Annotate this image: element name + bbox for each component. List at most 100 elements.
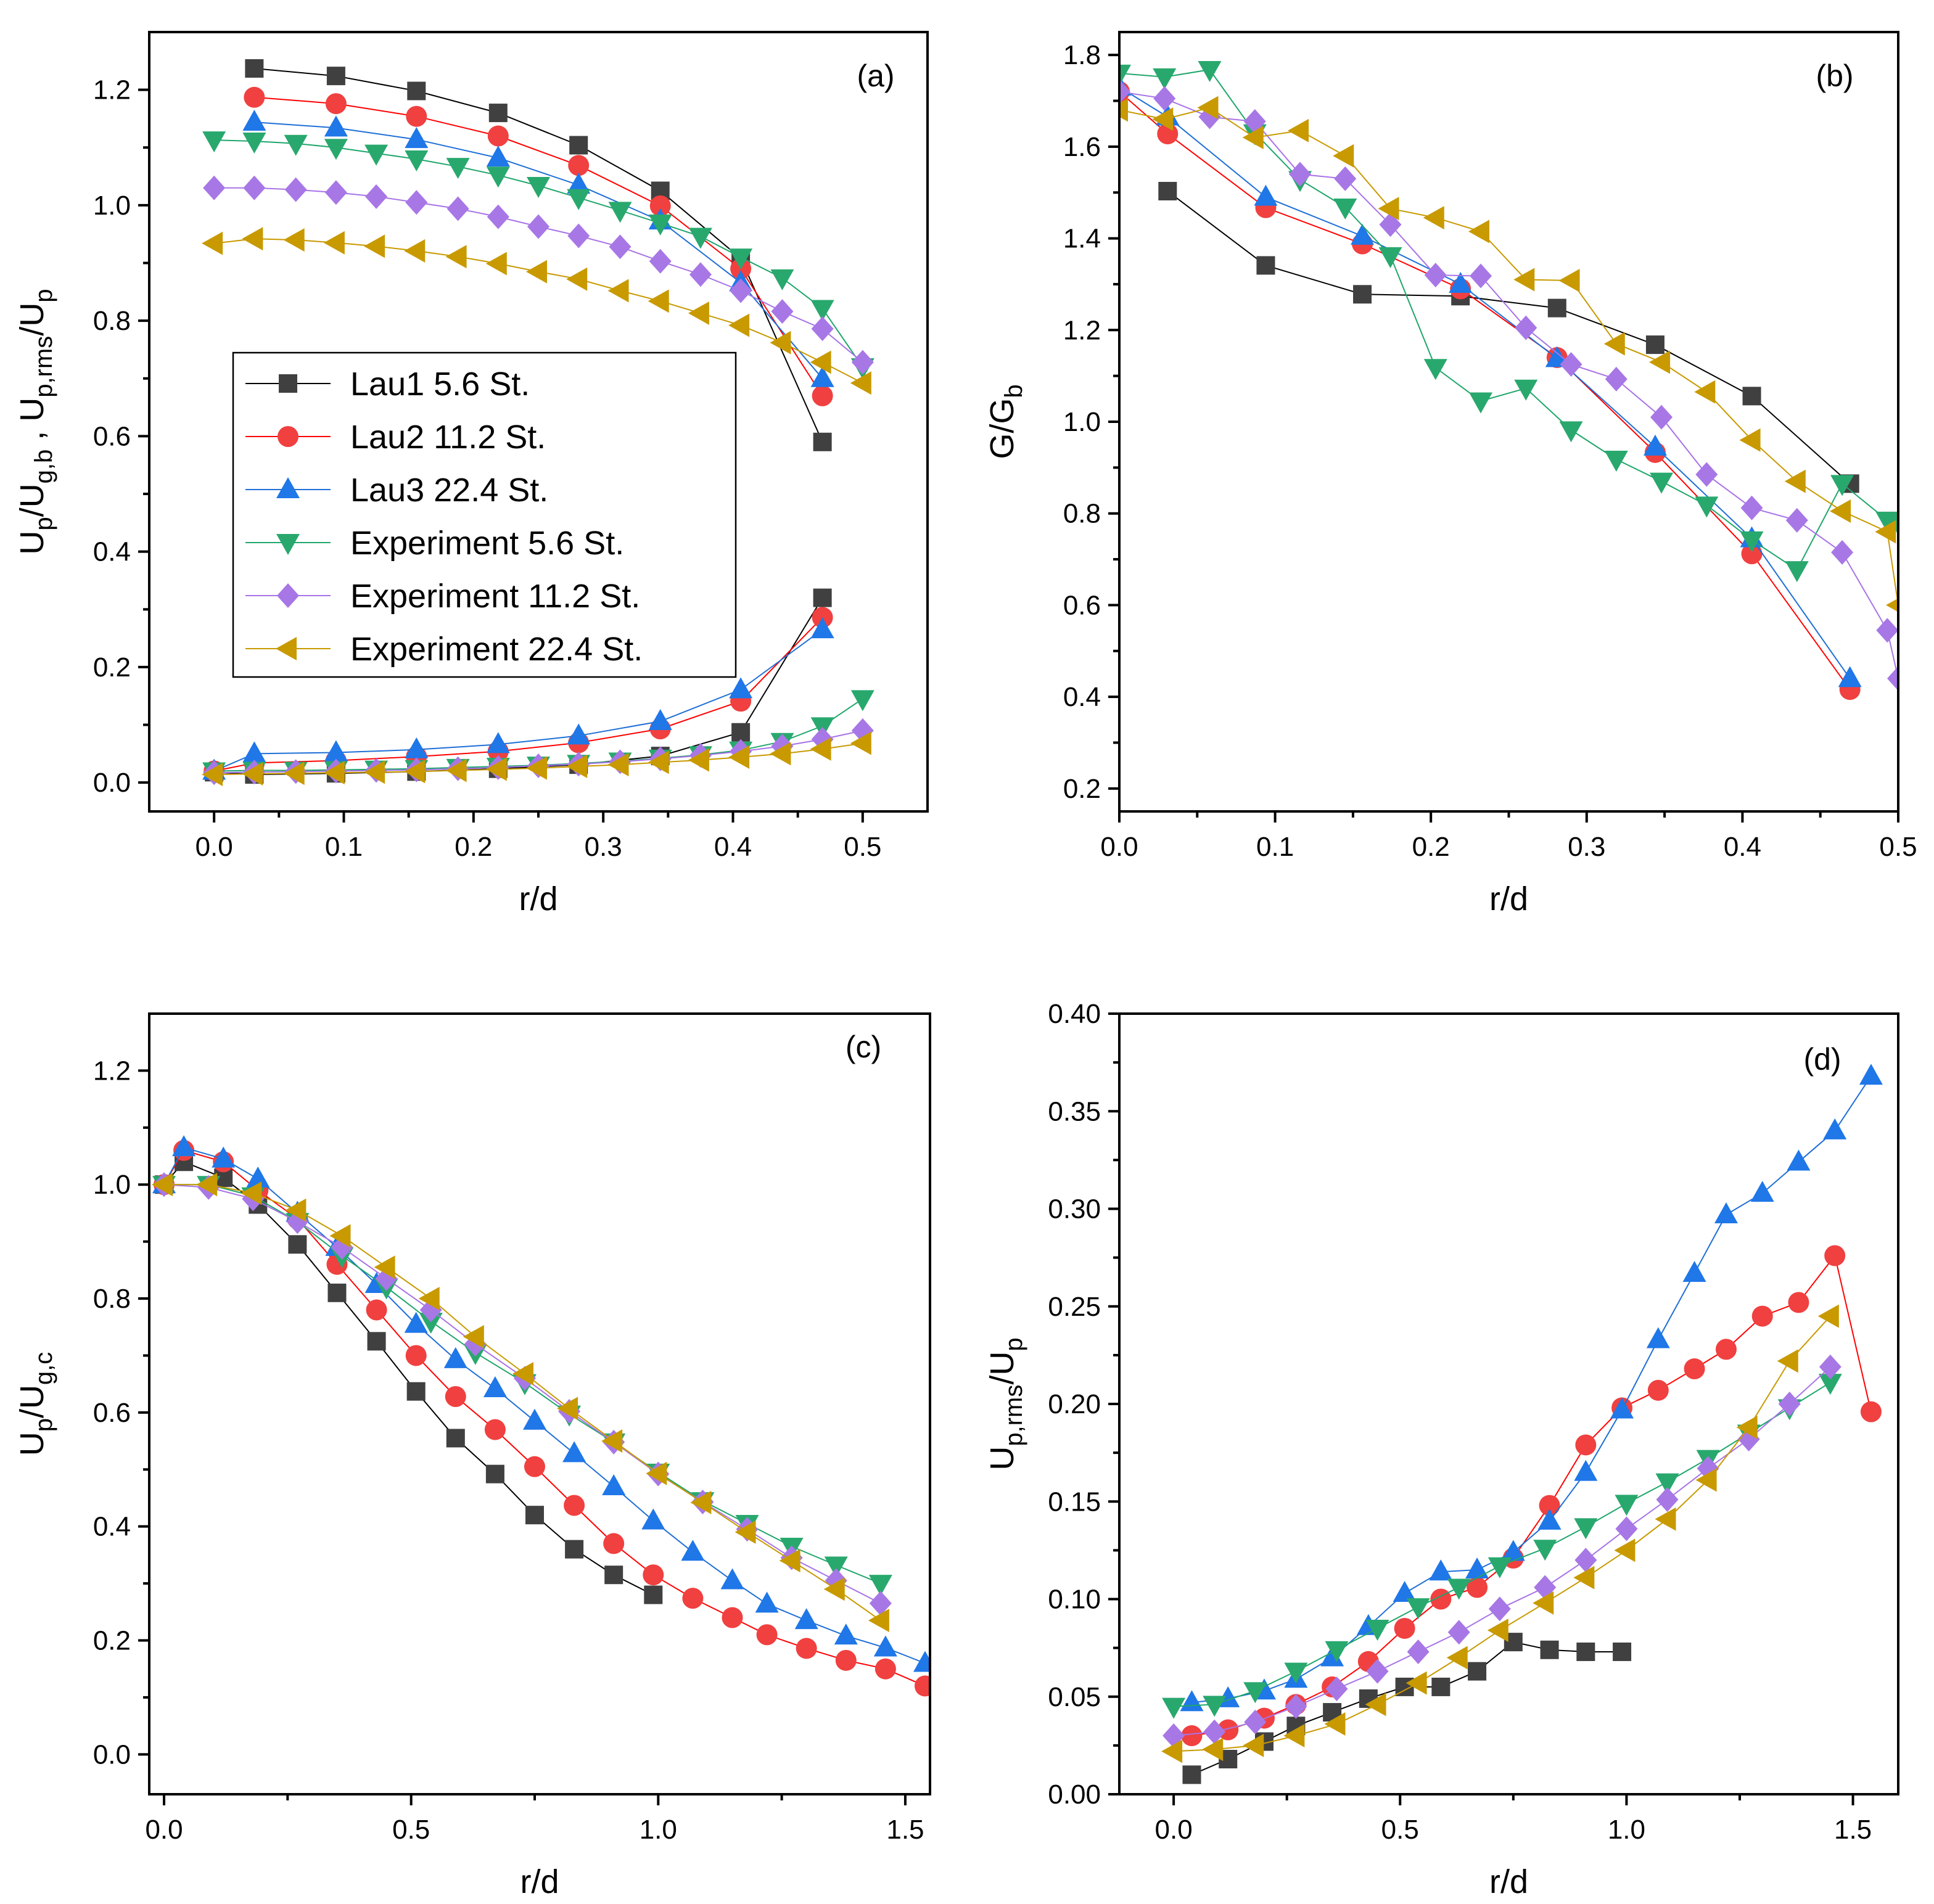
x-axis-label: r/d <box>520 1863 559 1900</box>
data-point-lau2-11-2-st <box>835 1649 857 1671</box>
data-point-experiment-11-2-st <box>1605 366 1627 392</box>
data-point-experiment-22-4-st <box>1649 350 1671 374</box>
data-point-experiment-5-6-st <box>1378 247 1402 268</box>
legend-label: Experiment 11.2 St. <box>350 578 640 615</box>
data-point-experiment-22-4-st <box>1573 1565 1595 1590</box>
data-point-experiment-22-4-st <box>283 761 305 786</box>
data-point-lau3-22-4-st <box>405 737 429 758</box>
data-point-lau3-22-4-st <box>1574 1459 1598 1481</box>
data-point-experiment-22-4-st <box>850 731 871 755</box>
data-point-experiment-22-4-st <box>646 1461 667 1485</box>
legend-marker-experiment-11-2-st <box>277 583 299 608</box>
data-point-experiment-22-4-st <box>1777 1349 1798 1373</box>
data-point-lau3-22-4-st <box>1465 1557 1489 1579</box>
y-tick-label: 0.8 <box>1063 499 1101 529</box>
data-point-lau3-22-4-st <box>567 723 591 745</box>
data-point-experiment-22-4-st <box>1242 126 1264 150</box>
y-tick-label: 1.4 <box>1063 224 1101 254</box>
data-point-lau2-11-2-st <box>756 1624 778 1646</box>
data-point-experiment-5-6-st <box>1153 68 1177 89</box>
data-point-experiment-11-2-st <box>1424 263 1447 288</box>
data-point-lau3-22-4-st <box>486 146 510 167</box>
data-point-experiment-11-2-st <box>527 214 549 239</box>
data-point-lau3-22-4-st <box>720 1568 744 1590</box>
data-point-experiment-11-2-st <box>1740 495 1763 520</box>
data-point-experiment-22-4-st <box>779 1549 800 1573</box>
y-tick-label: 0.2 <box>93 1625 131 1656</box>
data-point-experiment-11-2-st <box>851 350 874 375</box>
data-point-lau3-22-4-st <box>1823 1118 1847 1139</box>
data-point-lau2-11-2-st <box>722 1607 743 1628</box>
series-line-lau1-5-6-st-0 <box>1167 191 1851 485</box>
data-point-experiment-22-4-st <box>690 1490 712 1514</box>
data-point-experiment-22-4-st <box>1817 1304 1839 1328</box>
data-point-lau3-22-4-st <box>1393 1581 1417 1602</box>
data-point-experiment-22-4-st <box>1152 107 1174 131</box>
data-point-experiment-22-4-st <box>364 234 385 258</box>
data-point-experiment-22-4-st <box>566 754 588 778</box>
y-tick-label: 1.2 <box>93 75 131 105</box>
series-line-experiment-11-2-st-4 <box>1174 1366 1831 1737</box>
y-tick-label: 0.4 <box>93 1512 131 1542</box>
data-point-experiment-5-6-st <box>1533 1540 1557 1561</box>
series-line-experiment-5-6-st-3 <box>214 139 863 367</box>
data-point-lau3-22-4-st <box>522 1408 546 1430</box>
data-point-experiment-11-2-st <box>1615 1516 1638 1541</box>
data-point-experiment-5-6-st <box>1333 199 1357 220</box>
data-point-experiment-22-4-st <box>445 758 467 782</box>
data-point-lau1-5-6-st <box>288 1235 307 1254</box>
data-point-experiment-11-2-st <box>1285 1694 1307 1719</box>
data-point-experiment-5-6-st <box>1818 1374 1842 1395</box>
data-point-experiment-22-4-st <box>374 1255 395 1279</box>
data-point-lau2-11-2-st <box>445 1385 466 1407</box>
data-point-lau1-5-6-st <box>485 1464 504 1483</box>
series-line-lau3-22-4-st-2 <box>254 121 823 379</box>
data-point-lau2-11-2-st <box>874 1658 896 1680</box>
data-point-experiment-22-4-st <box>607 279 629 303</box>
data-point-lau1-5-6-st <box>446 1429 465 1448</box>
data-point-experiment-5-6-st <box>1785 561 1809 583</box>
x-tick-label: 0.1 <box>1256 832 1294 862</box>
data-point-lau2-11-2-st <box>1467 1577 1488 1598</box>
legend-marker-lau1-5-6-st <box>279 374 297 393</box>
data-point-lau3-22-4-st <box>1351 223 1375 245</box>
series-line-lau2-11-2-st-1 <box>254 96 823 396</box>
data-point-experiment-5-6-st <box>446 158 470 179</box>
data-point-experiment-5-6-st <box>1655 1473 1679 1495</box>
data-point-experiment-22-4-st <box>202 763 223 787</box>
data-point-experiment-11-2-st <box>1407 1639 1430 1664</box>
series-line-lau3-22-4-st-2 <box>1119 86 1851 679</box>
data-point-lau3-22-4-st <box>172 1135 196 1157</box>
y-axis-label: G/Gb <box>984 384 1027 459</box>
data-point-experiment-22-4-st <box>557 1397 578 1421</box>
data-point-lau2-11-2-st <box>1575 1434 1597 1456</box>
data-point-lau3-22-4-st <box>1646 1327 1670 1348</box>
y-tick-label: 0.4 <box>93 537 131 567</box>
data-point-experiment-22-4-st <box>404 760 426 784</box>
x-tick-label: 0.3 <box>585 832 622 862</box>
data-point-experiment-5-6-st <box>1615 1495 1639 1516</box>
data-point-experiment-11-2-st <box>243 175 266 200</box>
x-tick-label: 0.2 <box>455 832 492 862</box>
data-point-lau3-22-4-st <box>404 1311 428 1333</box>
data-point-lau2-11-2-st <box>914 1675 930 1697</box>
data-point-experiment-5-6-st <box>242 132 266 154</box>
data-point-experiment-11-2-st <box>284 177 307 202</box>
data-point-lau3-22-4-st <box>810 617 834 639</box>
data-point-lau2-11-2-st <box>406 105 427 127</box>
data-point-experiment-22-4-st <box>688 748 709 772</box>
data-point-experiment-5-6-st <box>1469 392 1493 414</box>
data-point-lau3-22-4-st <box>681 1540 705 1561</box>
x-tick-label: 1.0 <box>1608 1815 1645 1845</box>
data-point-lau3-22-4-st <box>1449 271 1473 293</box>
data-point-lau3-22-4-st <box>755 1591 779 1613</box>
data-point-experiment-5-6-st <box>405 150 429 171</box>
data-point-experiment-5-6-st <box>1695 496 1719 518</box>
data-point-experiment-11-2-st <box>1470 263 1492 289</box>
y-tick-label: 0.00 <box>1048 1779 1101 1810</box>
y-tick-label: 0.20 <box>1048 1389 1101 1419</box>
data-point-experiment-22-4-st <box>242 227 263 251</box>
series-line-lau1-5-6-st-0 <box>1191 1641 1623 1776</box>
data-point-experiment-22-4-st <box>1830 499 1851 523</box>
data-point-lau1-5-6-st <box>731 723 751 742</box>
